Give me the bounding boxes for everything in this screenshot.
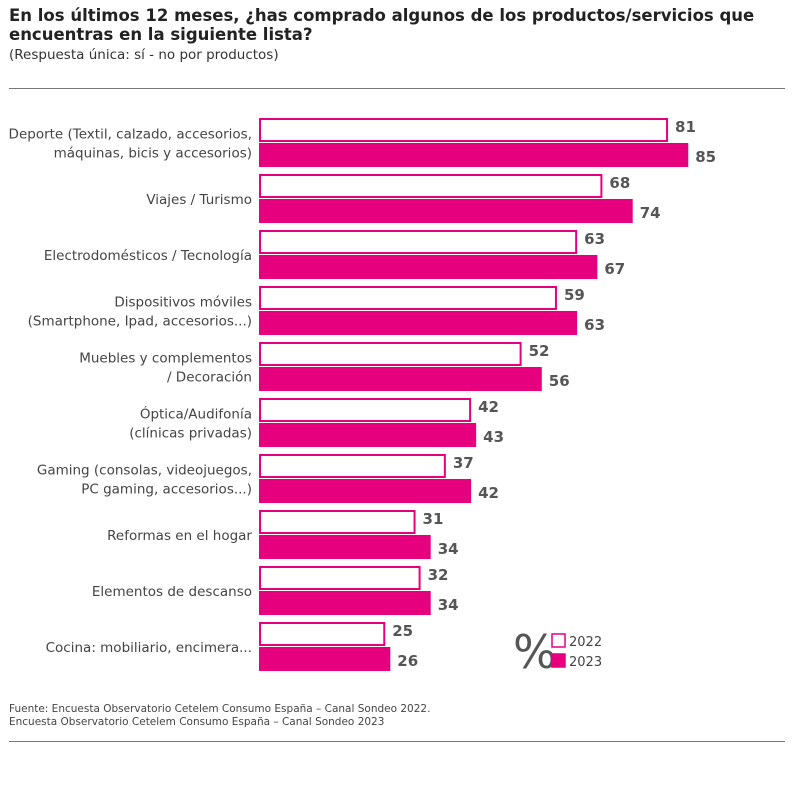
source-footer: Fuente: Encuesta Observatorio Cetelem Co… [9, 703, 430, 729]
bar-2023 [259, 143, 689, 167]
chart-title: En los últimos 12 meses, ¿has comprado a… [9, 6, 755, 44]
data-label-2023: 74 [640, 204, 661, 222]
data-label-2022: 31 [423, 510, 444, 528]
percent-unit-label: % [513, 625, 557, 679]
bar-chart: Deporte (Textil, calzado, accesorios, máq… [9, 118, 716, 679]
data-label-2023: 34 [438, 596, 459, 614]
bar-2023 [259, 367, 542, 391]
bar-2023 [259, 647, 391, 671]
data-label-2022: 52 [529, 342, 550, 360]
category-label: Viajes / Turismo [146, 192, 252, 208]
data-label-2023: 67 [604, 260, 625, 278]
bottom-divider [9, 741, 785, 742]
bar-2023 [259, 423, 477, 447]
chart-subtitle: (Respuesta única: sí - no por productos) [9, 47, 279, 63]
bar-2023 [259, 311, 578, 335]
bar-2023 [259, 199, 633, 223]
category-label: / Decoración [167, 370, 252, 386]
data-label-2022: 81 [675, 118, 696, 136]
bar-2022 [259, 286, 557, 310]
bar-2022 [259, 566, 421, 590]
bar-2022 [259, 454, 446, 478]
data-label-2023: 26 [397, 652, 418, 670]
category-label: (clínicas privadas) [129, 426, 252, 442]
data-label-2022: 32 [428, 566, 449, 584]
legend-swatch-2022 [551, 633, 566, 648]
bar-2022 [259, 622, 386, 646]
category-label: Deporte (Textil, calzado, accesorios, [9, 127, 252, 143]
bar-2023 [259, 591, 431, 615]
category-label: Muebles y complementos [79, 351, 252, 367]
data-label-2023: 85 [695, 148, 716, 166]
bar-2022 [259, 118, 669, 142]
legend-label-2023: 2023 [569, 655, 602, 670]
bar-2023 [259, 479, 472, 503]
category-label: Elementos de descanso [92, 584, 252, 600]
data-label-2023: 43 [483, 428, 504, 446]
data-label-2022: 59 [564, 286, 585, 304]
top-divider [9, 88, 785, 89]
data-label-2022: 37 [453, 454, 474, 472]
source-line-2: Encuesta Observatorio Cetelem Consumo Es… [9, 716, 385, 728]
data-label-2023: 63 [584, 316, 605, 334]
legend-swatch-2023 [551, 653, 566, 668]
data-label-2022: 25 [392, 622, 413, 640]
data-label-2023: 56 [549, 372, 570, 390]
bar-2022 [259, 510, 416, 534]
bar-2022 [259, 230, 578, 254]
bar-2023 [259, 535, 431, 559]
category-label: Electrodomésticos / Tecnología [44, 248, 252, 264]
source-line-1: Fuente: Encuesta Observatorio Cetelem Co… [9, 703, 431, 715]
category-label: Cocina: mobiliario, encimera... [46, 640, 252, 656]
category-label: Óptica/Audifonía [140, 405, 252, 423]
bar-2023 [259, 255, 598, 279]
bar-2022 [259, 342, 522, 366]
legend-label-2022: 2022 [569, 635, 602, 650]
data-label-2023: 34 [438, 540, 459, 558]
category-label: PC gaming, accesorios...) [81, 482, 252, 498]
data-label-2023: 42 [478, 484, 499, 502]
data-label-2022: 63 [584, 230, 605, 248]
category-label: máquinas, bicis y accesorios) [54, 146, 252, 162]
bar-2022 [259, 398, 472, 422]
data-label-2022: 42 [478, 398, 499, 416]
data-label-2022: 68 [609, 174, 630, 192]
category-label: (Smartphone, Ipad, accesorios...) [28, 314, 252, 330]
bar-2022 [259, 174, 603, 198]
category-label: Gaming (consolas, videojuegos, [37, 463, 252, 479]
category-label: Reformas en el hogar [107, 528, 252, 544]
category-label: Dispositivos móviles [114, 295, 252, 311]
